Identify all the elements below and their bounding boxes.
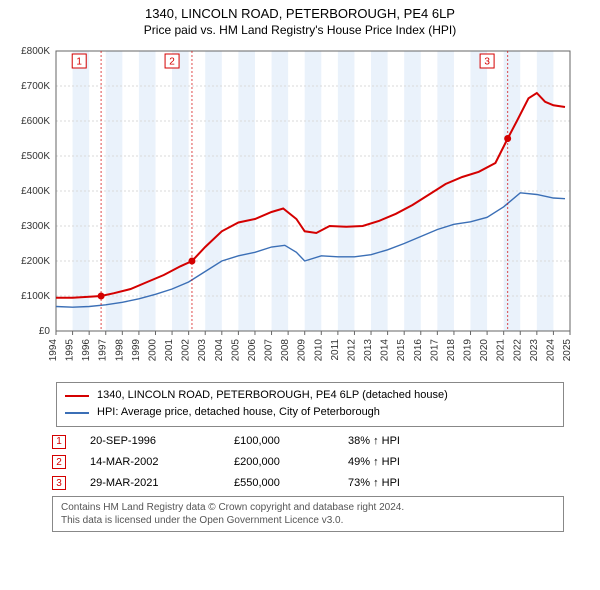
marker-table-row: 2 14-MAR-2002 £200,000 49% ↑ HPI xyxy=(52,452,564,473)
svg-text:2018: 2018 xyxy=(446,338,457,361)
marker-note: 73% ↑ HPI xyxy=(348,473,400,494)
chart-title: 1340, LINCOLN ROAD, PETERBOROUGH, PE4 6L… xyxy=(0,0,600,23)
svg-text:1: 1 xyxy=(76,56,82,67)
svg-text:2002: 2002 xyxy=(181,338,192,361)
svg-text:2022: 2022 xyxy=(512,338,523,361)
legend-label: HPI: Average price, detached house, City… xyxy=(97,404,380,422)
svg-text:£600K: £600K xyxy=(21,116,50,127)
svg-text:2003: 2003 xyxy=(197,338,208,361)
svg-text:3: 3 xyxy=(484,56,490,67)
svg-text:2008: 2008 xyxy=(280,338,291,361)
svg-text:2019: 2019 xyxy=(463,338,474,361)
svg-text:2015: 2015 xyxy=(396,338,407,361)
svg-text:2021: 2021 xyxy=(496,338,507,361)
marker-date: 20-SEP-1996 xyxy=(90,431,210,452)
legend-item: 1340, LINCOLN ROAD, PETERBOROUGH, PE4 6L… xyxy=(65,387,555,405)
svg-text:2005: 2005 xyxy=(230,338,241,361)
marker-note: 38% ↑ HPI xyxy=(348,431,400,452)
svg-text:1998: 1998 xyxy=(114,338,125,361)
svg-text:2025: 2025 xyxy=(562,338,573,361)
marker-note: 49% ↑ HPI xyxy=(348,452,400,473)
marker-price: £100,000 xyxy=(234,431,324,452)
legend-swatch xyxy=(65,412,89,414)
svg-text:1996: 1996 xyxy=(81,338,92,361)
svg-text:£200K: £200K xyxy=(21,256,50,267)
marker-table-row: 3 29-MAR-2021 £550,000 73% ↑ HPI xyxy=(52,473,564,494)
svg-text:£400K: £400K xyxy=(21,186,50,197)
svg-text:2004: 2004 xyxy=(214,338,225,361)
legend-swatch xyxy=(65,395,89,397)
svg-text:2013: 2013 xyxy=(363,338,374,361)
svg-text:2024: 2024 xyxy=(545,338,556,361)
marker-date: 29-MAR-2021 xyxy=(90,473,210,494)
svg-text:£0: £0 xyxy=(39,326,51,337)
marker-price: £200,000 xyxy=(234,452,324,473)
svg-text:1995: 1995 xyxy=(65,338,76,361)
svg-text:2011: 2011 xyxy=(330,338,341,360)
marker-number-icon: 3 xyxy=(52,476,66,490)
line-chart: £0 £100K £200K £300K £400K £500K £600K £700K £80… xyxy=(0,41,600,371)
attribution-line: Contains HM Land Registry data © Crown c… xyxy=(61,501,555,514)
svg-text:2010: 2010 xyxy=(313,338,324,361)
svg-text:1997: 1997 xyxy=(98,338,109,361)
svg-text:2017: 2017 xyxy=(429,338,440,361)
svg-text:£800K: £800K xyxy=(21,46,50,57)
svg-text:2007: 2007 xyxy=(264,338,275,361)
chart-area: £0 £100K £200K £300K £400K £500K £600K £700K £80… xyxy=(0,41,600,376)
svg-text:2006: 2006 xyxy=(247,338,258,361)
attribution-line: This data is licensed under the Open Gov… xyxy=(61,514,555,527)
chart-subtitle: Price paid vs. HM Land Registry's House … xyxy=(0,23,600,41)
svg-text:£500K: £500K xyxy=(21,151,50,162)
svg-text:2001: 2001 xyxy=(164,338,175,361)
marker-dot xyxy=(98,292,105,299)
legend-item: HPI: Average price, detached house, City… xyxy=(65,404,555,422)
svg-text:2012: 2012 xyxy=(346,338,357,361)
svg-text:2016: 2016 xyxy=(413,338,424,361)
marker-dot xyxy=(504,135,511,142)
svg-text:1994: 1994 xyxy=(48,338,59,361)
marker-price: £550,000 xyxy=(234,473,324,494)
marker-table: 1 20-SEP-1996 £100,000 38% ↑ HPI 2 14-MAR-200… xyxy=(52,431,564,494)
marker-table-row: 1 20-SEP-1996 £100,000 38% ↑ HPI xyxy=(52,431,564,452)
legend-label: 1340, LINCOLN ROAD, PETERBOROUGH, PE4 6L… xyxy=(97,387,448,405)
marker-number-icon: 1 xyxy=(52,435,66,449)
legend: 1340, LINCOLN ROAD, PETERBOROUGH, PE4 6L… xyxy=(56,382,564,427)
marker-dot xyxy=(188,257,195,264)
marker-date: 14-MAR-2002 xyxy=(90,452,210,473)
svg-text:2009: 2009 xyxy=(297,338,308,361)
attribution-box: Contains HM Land Registry data © Crown c… xyxy=(52,496,564,532)
svg-text:£300K: £300K xyxy=(21,221,50,232)
svg-text:2000: 2000 xyxy=(147,338,158,361)
marker-number-icon: 2 xyxy=(52,455,66,469)
svg-text:£100K: £100K xyxy=(21,291,50,302)
svg-text:£700K: £700K xyxy=(21,81,50,92)
svg-text:1999: 1999 xyxy=(131,338,142,361)
svg-text:2: 2 xyxy=(169,56,175,67)
svg-text:2014: 2014 xyxy=(380,338,391,361)
svg-text:2020: 2020 xyxy=(479,338,490,361)
svg-text:2023: 2023 xyxy=(529,338,540,361)
